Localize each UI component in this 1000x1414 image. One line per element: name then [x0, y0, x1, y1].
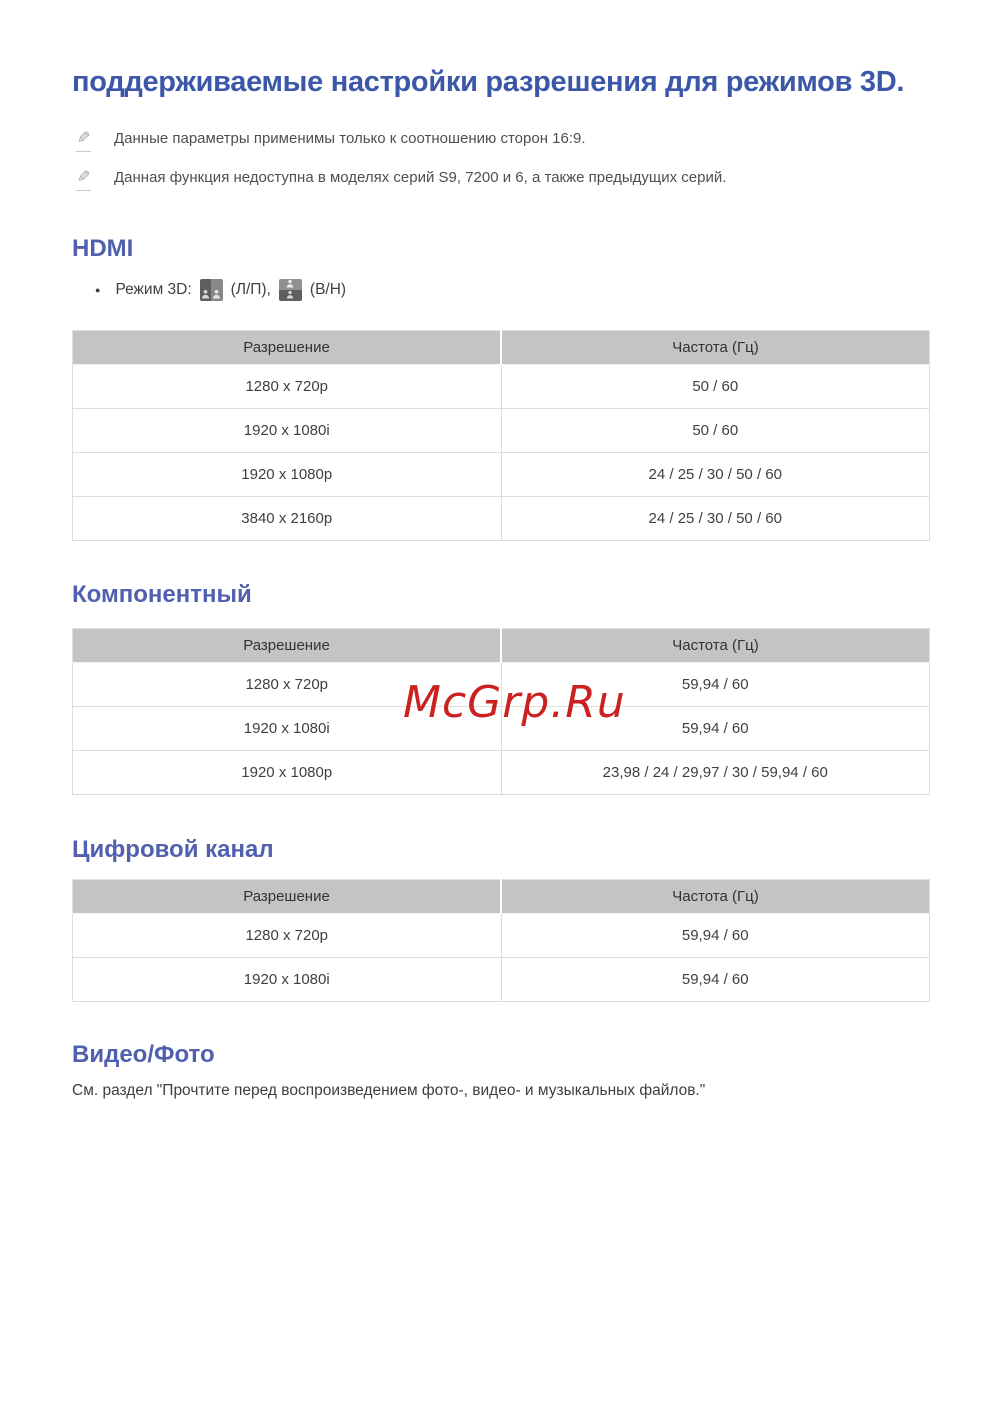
table-row: 1280 x 720p 59,94 / 60 — [72, 913, 930, 959]
frequency-cell: 24 / 25 / 30 / 50 / 60 — [500, 451, 930, 497]
pencil-icon: ✎ — [76, 168, 92, 191]
top-bottom-caption: (В/Н) — [309, 280, 347, 298]
resolution-cell: 1920 x 1080p — [72, 749, 502, 795]
note-text: Данные параметры применимы только к соот… — [114, 130, 586, 148]
table-row: 1920 x 1080p 23,98 / 24 / 29,97 / 30 / 59… — [72, 749, 930, 795]
frequency-cell: 59,94 / 60 — [500, 705, 930, 751]
table-row: 3840 x 2160p 24 / 25 / 30 / 50 / 60 — [72, 495, 930, 541]
table-row: 1920 x 1080i 50 / 60 — [72, 407, 930, 453]
pencil-icon-wrap: ✎ — [72, 129, 114, 153]
mode-3d-line: ● Режим 3D: (Л/П), (В/Н) — [72, 278, 930, 301]
resolution-cell: 1280 x 720p — [72, 661, 502, 707]
resolution-cell: 1280 x 720p — [72, 363, 502, 409]
hdmi-resolution-table: Разрешение Частота (Гц) 1280 x 720p 50 / … — [72, 329, 930, 541]
page-content: поддерживаемые настройки разрешения для … — [72, 66, 930, 1100]
section-heading-video-photo: Видео/Фото — [72, 1041, 215, 1069]
note-text: Данная функция недоступна в моделях сери… — [114, 169, 727, 187]
section-heading-hdmi: HDMI — [72, 234, 134, 262]
resolution-cell: 3840 x 2160p — [72, 495, 502, 541]
video-photo-reference-text: См. раздел "Прочтите перед воспроизведен… — [72, 1082, 706, 1100]
column-header-frequency: Частота (Гц) — [500, 329, 930, 365]
3d-top-bottom-icon — [278, 278, 302, 301]
table-row: 1280 x 720p 59,94 / 60 — [72, 661, 930, 707]
frequency-cell: 50 / 60 — [500, 363, 930, 409]
resolution-cell: 1920 x 1080i — [72, 957, 502, 1003]
column-header-frequency: Частота (Гц) — [500, 627, 930, 663]
note-item: ✎ Данные параметры применимы только к со… — [72, 129, 930, 153]
frequency-cell: 24 / 25 / 30 / 50 / 60 — [500, 495, 930, 541]
page-title: поддерживаемые настройки разрешения для … — [72, 66, 905, 98]
section-heading-component: Компонентный — [72, 580, 252, 608]
column-header-frequency: Частота (Гц) — [500, 879, 930, 915]
table-header-row: Разрешение Частота (Гц) — [72, 329, 930, 365]
resolution-cell: 1920 x 1080i — [72, 705, 502, 751]
component-resolution-table: Разрешение Частота (Гц) 1280 x 720p 59,94… — [72, 627, 930, 795]
resolution-cell: 1280 x 720p — [72, 913, 502, 959]
bullet-icon: ● — [95, 284, 101, 295]
digital-channel-resolution-table: Разрешение Частота (Гц) 1280 x 720p 59,94… — [72, 879, 930, 1003]
notes-list: ✎ Данные параметры применимы только к со… — [72, 129, 930, 191]
table-row: 1920 x 1080p 24 / 25 / 30 / 50 / 60 — [72, 451, 930, 497]
table-row: 1920 x 1080i 59,94 / 60 — [72, 957, 930, 1003]
column-header-resolution: Разрешение — [72, 879, 502, 915]
frequency-cell: 59,94 / 60 — [500, 957, 930, 1003]
table-row: 1280 x 720p 50 / 60 — [72, 363, 930, 409]
frequency-cell: 50 / 60 — [500, 407, 930, 453]
section-heading-digital-channel: Цифровой канал — [72, 835, 274, 863]
table-header-row: Разрешение Частота (Гц) — [72, 627, 930, 663]
frequency-cell: 59,94 / 60 — [500, 913, 930, 959]
mode-3d-label: Режим 3D: — [115, 280, 192, 298]
note-item: ✎ Данная функция недоступна в моделях се… — [72, 168, 930, 191]
3d-left-right-icon — [199, 278, 223, 301]
resolution-cell: 1920 x 1080p — [72, 451, 502, 497]
column-header-resolution: Разрешение — [72, 627, 502, 663]
left-right-caption: (Л/П), — [230, 280, 271, 298]
table-row: 1920 x 1080i 59,94 / 60 — [72, 705, 930, 751]
resolution-cell: 1920 x 1080i — [72, 407, 502, 453]
table-header-row: Разрешение Частота (Гц) — [72, 879, 930, 915]
frequency-cell: 59,94 / 60 — [500, 661, 930, 707]
pencil-icon: ✎ — [76, 129, 92, 153]
pencil-icon-wrap: ✎ — [72, 168, 114, 191]
frequency-cell: 23,98 / 24 / 29,97 / 30 / 59,94 / 60 — [500, 749, 930, 795]
column-header-resolution: Разрешение — [72, 329, 502, 365]
